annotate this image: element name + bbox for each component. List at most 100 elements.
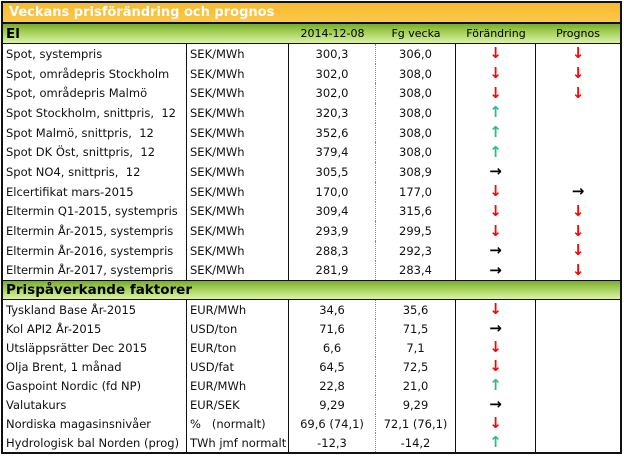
table-row: Spot Stockholm, snittpris, 12 SEK/MWh 32… [3,103,620,123]
row-unit: SEK/MWh [187,83,289,104]
forecast-arrow-icon [536,395,620,414]
row-unit: EUR/SEK [187,395,289,415]
table-row: Eltermin År-2015, systempris SEK/MWh 293… [3,221,620,241]
forecast-arrow-icon: ↓ [571,83,585,102]
report-title: Veckans prisförändring och prognos [9,5,275,20]
value-previous: 315,6 [376,201,456,222]
value-previous: 71,5 [376,319,456,339]
value-current: 302,0 [289,63,376,84]
row-label: Spot, områdepris Malmö [3,83,187,104]
forecast-arrow-icon [536,414,620,433]
table-row: Tyskland Base År-2015 EUR/MWh 34,6 35,6 … [3,300,620,320]
row-unit: SEK/MWh [187,240,289,261]
column-header-forecast: Prognos [556,27,600,40]
row-unit: SEK/MWh [187,260,289,281]
section-title-factors: Prispåverkande faktorer [6,282,192,299]
forecast-arrow-icon: ↓ [571,44,585,63]
row-unit: SEK/MWh [187,142,289,163]
forecast-arrow-icon [536,338,620,357]
table-row: Eltermin År-2016, systempris SEK/MWh 288… [3,240,620,261]
value-current: -12,3 [289,433,376,453]
change-arrow-icon: ↑ [456,142,536,163]
title-bar: Veckans prisförändring och prognos [3,3,620,24]
row-label: Eltermin År-2015, systempris [3,221,187,241]
row-label: Elcertifikat mars-2015 [3,181,187,202]
change-arrow-icon: → [456,319,536,339]
value-previous: 283,4 [376,260,456,281]
change-arrow-icon: ↓ [456,300,536,320]
section-header-el: El 2014-12-08 Fg vecka Förändring Progno… [3,24,620,44]
row-label: Utsläppsrätter Dec 2015 [3,338,187,358]
row-unit: EUR/ton [187,338,289,358]
section-factors-rows: Tyskland Base År-2015 EUR/MWh 34,6 35,6 … [3,300,620,453]
column-header-prev-week: Fg vecka [391,27,441,40]
row-label: Kol API2 År-2015 [3,319,187,339]
change-arrow-icon: ↓ [456,44,536,64]
change-arrow-icon: ↓ [456,181,536,202]
value-previous: 35,6 [376,300,456,320]
change-arrow-icon: ↓ [456,221,536,241]
forecast-arrow-icon: ↓ [571,260,585,279]
value-current: 288,3 [289,240,376,261]
section-el-rows: Spot, systempris SEK/MWh 300,3 306,0 ↓ ↓… [3,44,620,281]
value-current: 69,6 (74,1) [289,414,376,434]
table-row: Spot NO4, snittpris, 12 SEK/MWh 305,5 30… [3,162,620,182]
forecast-arrow-icon [536,319,620,338]
change-arrow-icon: ↓ [456,83,536,104]
row-unit: SEK/MWh [187,44,289,64]
section-header-factors: Prispåverkande faktorer [3,280,620,301]
forecast-arrow-icon [536,376,620,395]
forecast-arrow-icon [536,433,620,452]
forecast-arrow-icon [536,103,620,123]
change-arrow-icon: ↓ [456,201,536,222]
change-arrow-icon: ↑ [456,103,536,123]
table-row: Gaspoint Nordic (fd NP) EUR/MWh 22,8 21,… [3,376,620,396]
table-row: Spot Malmö, snittpris, 12 SEK/MWh 352,6 … [3,122,620,143]
value-current: 71,6 [289,319,376,339]
change-arrow-icon: → [456,260,536,281]
value-previous: 72,5 [376,357,456,377]
change-arrow-icon: ↑ [456,433,536,453]
value-current: 300,3 [289,44,376,64]
row-label: Olja Brent, 1 månad [3,357,187,377]
value-current: 170,0 [289,181,376,202]
row-unit: EUR/MWh [187,300,289,320]
value-current: 320,3 [289,103,376,123]
forecast-arrow-icon: ↓ [571,241,585,260]
value-current: 9,29 [289,395,376,415]
forecast-arrow-icon: ↓ [571,221,585,240]
row-label: Nordiska magasinsnivåer [3,414,187,434]
change-arrow-icon: ↓ [456,338,536,358]
change-arrow-icon: ↓ [456,63,536,84]
value-previous: 21,0 [376,376,456,396]
forecast-arrow-icon: ↓ [571,64,585,83]
value-current: 302,0 [289,83,376,104]
column-header-change: Förändring [466,27,526,40]
row-unit: SEK/MWh [187,201,289,222]
value-current: 305,5 [289,162,376,182]
value-previous: 308,0 [376,122,456,143]
row-unit: % (normalt) [187,414,289,434]
row-label: Spot DK Öst, snittpris, 12 [3,142,187,163]
row-label: Spot, områdepris Stockholm [3,63,187,84]
table-row: Kol API2 År-2015 USD/ton 71,6 71,5 → [3,319,620,339]
row-unit: SEK/MWh [187,181,289,202]
change-arrow-icon: → [456,240,536,261]
table-row: Utsläppsrätter Dec 2015 EUR/ton 6,6 7,1 … [3,338,620,358]
row-unit: USD/fat [187,357,289,377]
forecast-arrow-icon [536,142,620,162]
row-unit: SEK/MWh [187,63,289,84]
row-unit: TWh jmf normalt [187,433,289,453]
value-current: 22,8 [289,376,376,396]
table-row: Valutakurs EUR/SEK 9,29 9,29 → [3,395,620,415]
table-row: Nordiska magasinsnivåer % (normalt) 69,6… [3,414,620,434]
table-row: Elcertifikat mars-2015 SEK/MWh 170,0 177… [3,181,620,202]
value-current: 379,4 [289,142,376,163]
row-label: Eltermin År-2017, systempris [3,260,187,281]
row-label: Spot Malmö, snittpris, 12 [3,122,187,143]
value-previous: 299,5 [376,221,456,241]
change-arrow-icon: ↑ [456,122,536,143]
forecast-arrow-icon [536,162,620,182]
row-unit: SEK/MWh [187,162,289,182]
